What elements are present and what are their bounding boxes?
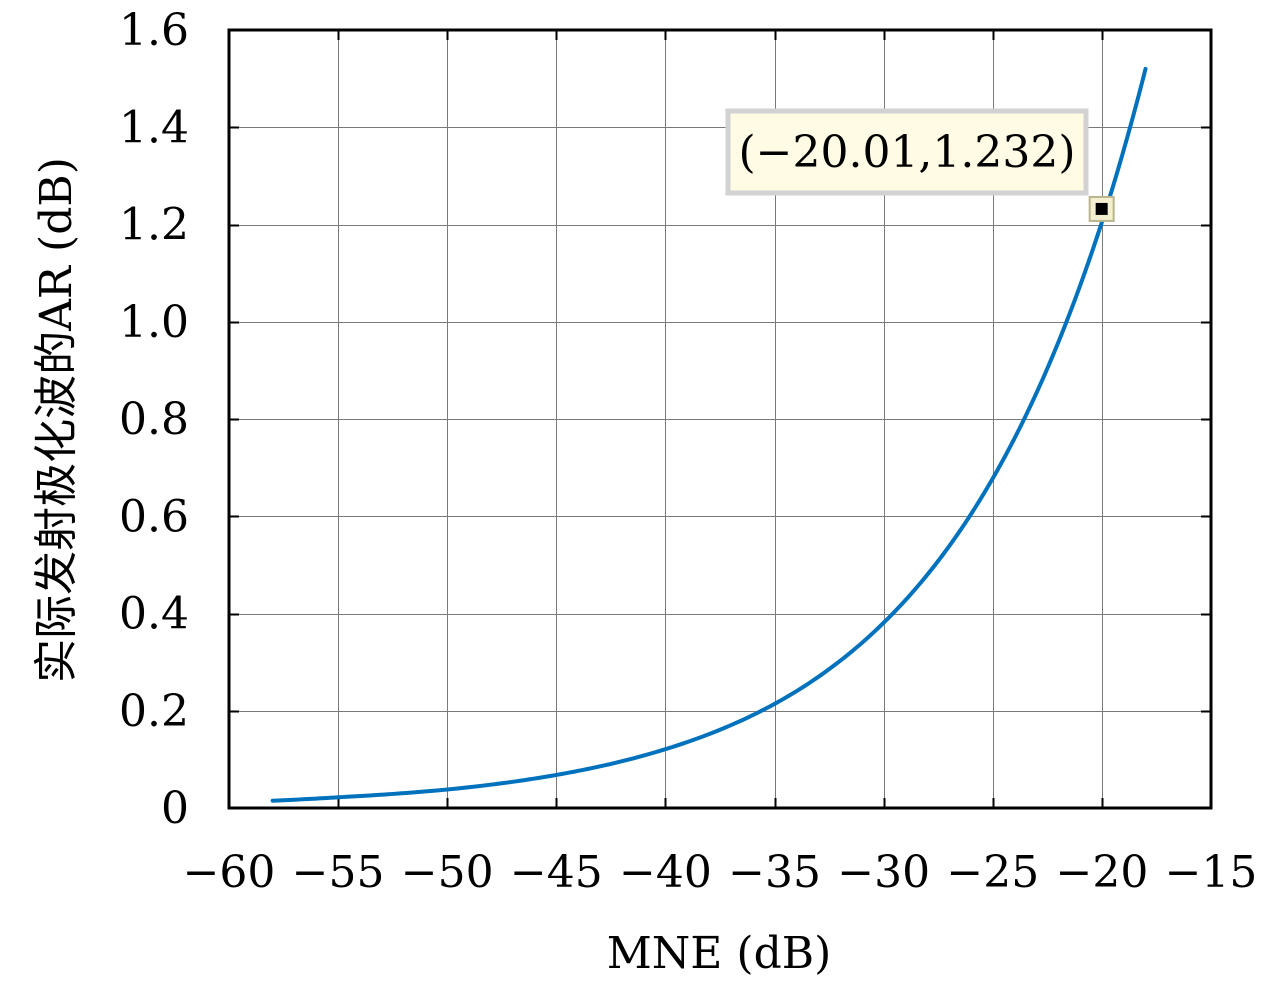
y-tick-label: 0.6 — [119, 491, 189, 542]
y-tick-label: 1.0 — [119, 297, 189, 348]
series-line — [270, 66, 1148, 803]
x-tick-label: −50 — [401, 847, 494, 898]
annotation-layer: (−20.01,1.232) — [725, 108, 1115, 222]
x-tick-label: −45 — [510, 847, 603, 898]
x-tick-label: −20 — [1055, 847, 1148, 898]
x-tick-label: −15 — [1165, 847, 1258, 898]
x-tick-label: −40 — [619, 847, 712, 898]
plot-frame — [227, 28, 1213, 810]
x-tick-label: −35 — [728, 847, 821, 898]
x-tick-label: −25 — [946, 847, 1039, 898]
y-tick-label: 0.4 — [119, 589, 189, 640]
y-tick-label: 1.2 — [119, 200, 189, 251]
y-axis-title: 实际发射极化波的AR (dB) — [31, 157, 82, 683]
tick-labels: −60 −55 −50 −45 −40 −35 −30 −25 −20 −15 0 0.2 0.4 0.6… — [119, 5, 1257, 898]
y-tick-label: 0.8 — [119, 394, 189, 445]
y-tick-label: 0.2 — [119, 686, 189, 737]
datatip-label: (−20.01,1.232) — [738, 127, 1075, 178]
x-tick-label: −60 — [183, 847, 276, 898]
axis-ticks — [228, 29, 1213, 810]
series-layer — [270, 66, 1148, 803]
datatip-box — [725, 108, 1089, 196]
datatip-marker-center — [1095, 202, 1108, 215]
x-tick-label: −55 — [292, 847, 385, 898]
y-tick-label: 1.4 — [119, 102, 189, 153]
y-tick-label: 0 — [161, 783, 189, 834]
x-tick-label: −30 — [837, 847, 930, 898]
y-tick-label: 1.6 — [119, 5, 189, 56]
x-axis-title: MNE (dB) — [607, 928, 832, 979]
